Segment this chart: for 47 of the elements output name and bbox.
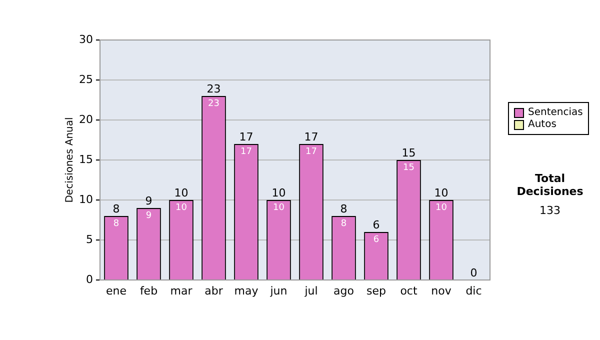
- total-label: 8: [112, 202, 120, 216]
- x-tick-label: jun: [269, 284, 288, 298]
- x-tick-label: sep: [366, 284, 386, 298]
- x-tick-label: ene: [106, 284, 127, 298]
- data-label: 6: [373, 234, 380, 245]
- data-label: 23: [208, 98, 220, 109]
- x-tick-label: jul: [304, 284, 318, 298]
- data-label: 8: [113, 218, 120, 229]
- total-label: 6: [372, 218, 380, 232]
- total-label: 9: [145, 194, 152, 208]
- y-tick-label: 25: [79, 72, 93, 86]
- total-label: 10: [272, 186, 286, 200]
- x-tick-label: ago: [334, 284, 354, 298]
- total-label: 15: [402, 146, 416, 160]
- text: 133: [538, 204, 562, 217]
- total-label: 17: [239, 130, 254, 144]
- total-label: 0: [470, 266, 478, 280]
- data-label: 10: [273, 202, 285, 213]
- total-label: 10: [174, 186, 188, 200]
- text: Total Decisiones: [516, 172, 584, 198]
- y-axis-title: Decisiones Anual: [64, 117, 76, 203]
- data-label: 10: [436, 202, 448, 213]
- x-tick-label: dic: [466, 284, 482, 298]
- y-tick-label: 5: [86, 232, 93, 246]
- legend-label: Sentencias: [527, 107, 583, 118]
- y-tick-label: 20: [79, 112, 93, 126]
- data-label: 10: [176, 202, 188, 213]
- x-tick-label: feb: [140, 284, 158, 298]
- data-label: 17: [240, 146, 252, 157]
- y-tick-label: 10: [79, 192, 93, 206]
- total-label: 17: [304, 130, 318, 144]
- y-tick-label: 30: [79, 32, 93, 46]
- y-tick-label: 15: [79, 152, 93, 166]
- x-tick-label: nov: [431, 284, 452, 298]
- data-label: 15: [403, 162, 414, 173]
- y-tick-label: 0: [86, 272, 93, 286]
- data-label: 9: [146, 210, 152, 221]
- total-label: 8: [340, 202, 348, 216]
- x-tick-label: may: [234, 284, 259, 298]
- data-label: 8: [340, 218, 347, 229]
- total-label: 23: [206, 82, 221, 96]
- total-label: 10: [434, 186, 448, 200]
- x-tick-label: oct: [400, 284, 418, 298]
- data-label: 17: [306, 146, 317, 157]
- x-tick-label: mar: [170, 284, 193, 298]
- legend-label: Autos: [527, 119, 558, 130]
- x-tick-label: abr: [204, 284, 224, 298]
